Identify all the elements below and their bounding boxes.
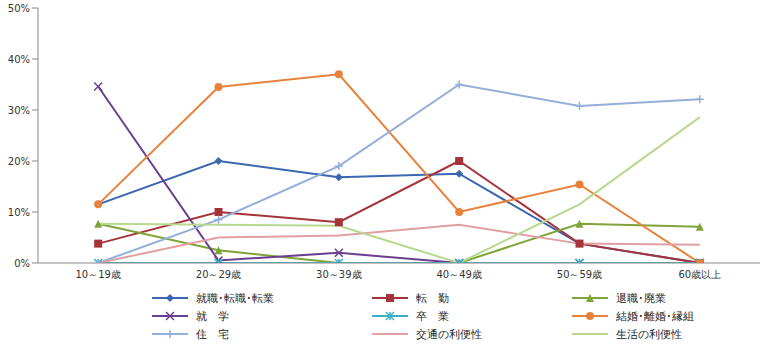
html-text:交通の利便性: 交通の利便性 [416, 327, 482, 341]
html-text:転 勤: 転 勤 [416, 291, 449, 305]
svg-text:40%: 40% [8, 54, 30, 65]
svg-text:60歳以上: 60歳以上 [678, 269, 721, 280]
svg-text:30～39歳: 30～39歳 [316, 269, 361, 280]
svg-text:50～59歳: 50～59歳 [557, 269, 602, 280]
svg-text:30%: 30% [8, 105, 30, 116]
html-text:生活の利便性: 生活の利便性 [616, 327, 682, 341]
svg-text:50%: 50% [8, 3, 30, 14]
svg-text:20～29歳: 20～29歳 [196, 269, 241, 280]
html-text:住 宅: 住 宅 [196, 327, 229, 341]
html-text:卒 業: 卒 業 [416, 309, 449, 323]
html-text:就 学: 就 学 [196, 309, 229, 323]
svg-text:40～49歳: 40～49歳 [436, 269, 481, 280]
svg-text:0%: 0% [14, 258, 30, 269]
svg-text:20%: 20% [8, 156, 30, 167]
html-text:結婚･離婚･縁組: 結婚･離婚･縁組 [616, 309, 694, 323]
svg-text:10%: 10% [8, 207, 30, 218]
svg-text:10～19歳: 10～19歳 [75, 269, 120, 280]
html-text:就職･転職･転業: 就職･転職･転業 [196, 291, 274, 305]
html-text:退職･廃業: 退職･廃業 [616, 291, 666, 305]
